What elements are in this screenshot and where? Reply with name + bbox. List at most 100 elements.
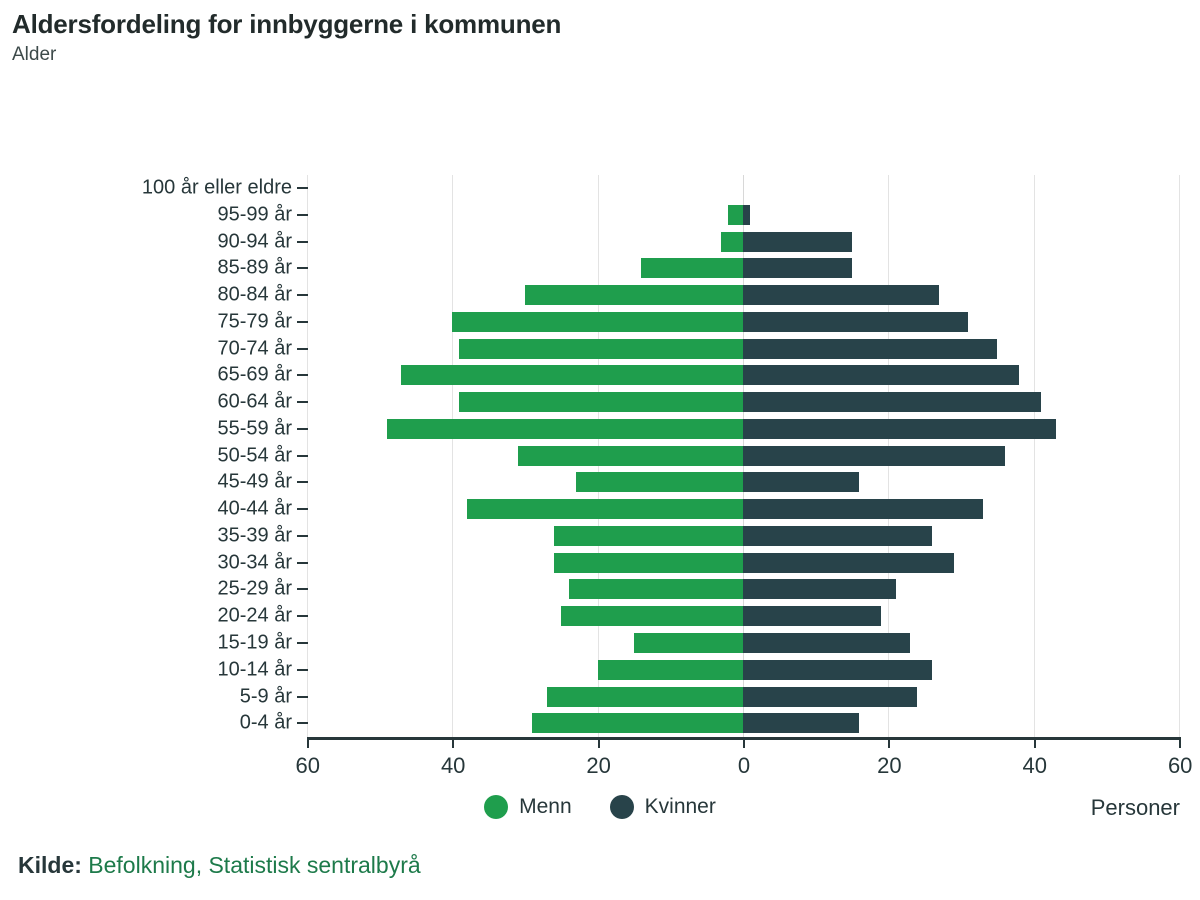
y-axis-tick-label: 10-14 år xyxy=(217,658,293,681)
bar-men[interactable] xyxy=(452,311,743,332)
y-axis-tick-label: 100 år eller eldre xyxy=(141,176,292,199)
y-axis-tick xyxy=(297,561,308,564)
x-axis-tick-label: 60 xyxy=(1167,752,1193,778)
bar-women[interactable] xyxy=(743,525,933,546)
y-axis-tick-label: 15-19 år xyxy=(217,631,293,654)
bar-men[interactable] xyxy=(386,418,743,439)
bar-men[interactable] xyxy=(721,231,743,252)
legend-swatch-circle-icon xyxy=(609,795,634,819)
y-axis-tick-label: 95-99 år xyxy=(217,203,293,226)
gridline xyxy=(1033,174,1035,737)
x-axis-tick-label: 40 xyxy=(1022,752,1048,778)
chart-subtitle: Alder xyxy=(12,43,57,65)
legend-item-menn[interactable]: Menn xyxy=(484,795,572,819)
bar-women[interactable] xyxy=(743,445,1005,466)
y-axis-tick xyxy=(297,267,308,270)
y-axis-tick xyxy=(297,213,308,216)
bar-women[interactable] xyxy=(743,338,998,359)
y-axis-tick xyxy=(297,187,308,190)
bar-women[interactable] xyxy=(743,606,882,627)
y-axis-tick xyxy=(297,454,308,457)
y-axis-tick-label: 40-44 år xyxy=(217,497,293,520)
bar-men[interactable] xyxy=(568,579,743,600)
bar-men[interactable] xyxy=(466,499,743,520)
y-axis-tick xyxy=(297,615,308,618)
x-axis-tick-label: 20 xyxy=(586,752,611,778)
bar-men[interactable] xyxy=(633,633,743,654)
y-axis-tick xyxy=(297,294,308,297)
bar-men[interactable] xyxy=(553,525,743,546)
bar-women[interactable] xyxy=(743,231,853,252)
y-axis-tick-label: 75-79 år xyxy=(217,310,293,333)
bar-men[interactable] xyxy=(532,713,743,734)
page-title: Aldersfordeling for innbyggerne i kommun… xyxy=(12,9,562,39)
y-axis-tick-label: 90-94 år xyxy=(217,230,293,253)
bar-men[interactable] xyxy=(641,258,743,279)
x-axis-tick xyxy=(1033,736,1036,748)
y-axis-tick-label: 85-89 år xyxy=(217,256,293,279)
y-axis-tick xyxy=(297,695,308,698)
legend-swatch-circle-icon xyxy=(484,795,509,819)
bar-women[interactable] xyxy=(743,633,911,654)
y-axis-tick xyxy=(297,401,308,404)
chart-canvas: 100 år eller eldre 95-99 år 90-94 år 85-89 … xyxy=(142,174,1181,737)
x-axis-tick-label: 60 xyxy=(295,752,321,778)
gridline xyxy=(1179,174,1181,737)
bar-men[interactable] xyxy=(546,686,743,707)
source-label: Kilde: xyxy=(18,852,82,878)
y-axis-tick xyxy=(297,427,308,430)
y-axis-tick xyxy=(297,320,308,323)
bar-women[interactable] xyxy=(743,659,933,680)
bar-women[interactable] xyxy=(743,472,860,493)
x-axis-tick xyxy=(452,736,455,748)
legend-label: Kvinner xyxy=(644,795,716,818)
bar-men[interactable] xyxy=(524,285,743,306)
bar-men[interactable] xyxy=(553,552,743,573)
bar-women[interactable] xyxy=(743,365,1020,386)
source-link[interactable]: Befolkning, Statistisk sentralbyrå xyxy=(88,852,421,878)
y-axis-tick-label: 0-4 år xyxy=(239,711,292,734)
bar-men[interactable] xyxy=(575,472,743,493)
bar-women[interactable] xyxy=(743,686,918,707)
y-axis-tick-label: 35-39 år xyxy=(217,524,293,547)
bar-women[interactable] xyxy=(743,258,853,279)
bar-men[interactable] xyxy=(597,659,743,680)
bar-men[interactable] xyxy=(459,338,743,359)
bar-women[interactable] xyxy=(743,418,1056,439)
chart-plot-area: 100 år eller eldre 95-99 år 90-94 år 85-89 … xyxy=(0,67,1200,820)
bar-women[interactable] xyxy=(743,713,860,734)
y-axis-tick-label: 20-24 år xyxy=(217,604,293,627)
gridline xyxy=(452,174,454,737)
y-axis-tick-label: 60-64 år xyxy=(217,390,293,413)
y-axis-tick-label: 5-9 år xyxy=(239,685,292,708)
bar-women[interactable] xyxy=(743,285,940,306)
chart-header: Aldersfordeling for innbyggerne i kommun… xyxy=(0,0,1200,67)
x-axis-tick-label: 40 xyxy=(440,752,466,778)
y-axis-tick xyxy=(297,668,308,671)
bar-women[interactable] xyxy=(743,499,983,520)
y-axis-tick xyxy=(297,347,308,350)
bar-men[interactable] xyxy=(517,445,743,466)
bar-women[interactable] xyxy=(743,579,896,600)
bar-women[interactable] xyxy=(743,311,969,332)
bar-women[interactable] xyxy=(743,204,751,225)
y-axis-tick xyxy=(297,722,308,725)
x-axis-tick-label: 0 xyxy=(737,752,751,778)
y-axis-tick-label: 30-34 år xyxy=(217,551,293,574)
y-axis-tick-label: 25-29 år xyxy=(217,577,293,600)
x-axis-tick-label: 20 xyxy=(877,752,902,778)
bar-men[interactable] xyxy=(728,204,743,225)
x-axis-tick xyxy=(1179,736,1182,748)
source-line: Kilde: Befolkning, Statistisk sentralbyr… xyxy=(18,852,421,879)
y-axis-tick-label: 65-69 år xyxy=(217,363,293,386)
y-axis-tick-label: 70-74 år xyxy=(217,337,293,360)
x-axis-tick xyxy=(888,736,891,748)
x-axis-tick xyxy=(306,736,309,748)
bar-men[interactable] xyxy=(459,392,743,413)
y-axis-tick xyxy=(297,508,308,511)
bar-men[interactable] xyxy=(561,606,743,627)
bar-men[interactable] xyxy=(401,365,743,386)
legend-item-kvinner[interactable]: Kvinner xyxy=(609,795,716,819)
bar-women[interactable] xyxy=(743,552,954,573)
bar-women[interactable] xyxy=(743,392,1042,413)
